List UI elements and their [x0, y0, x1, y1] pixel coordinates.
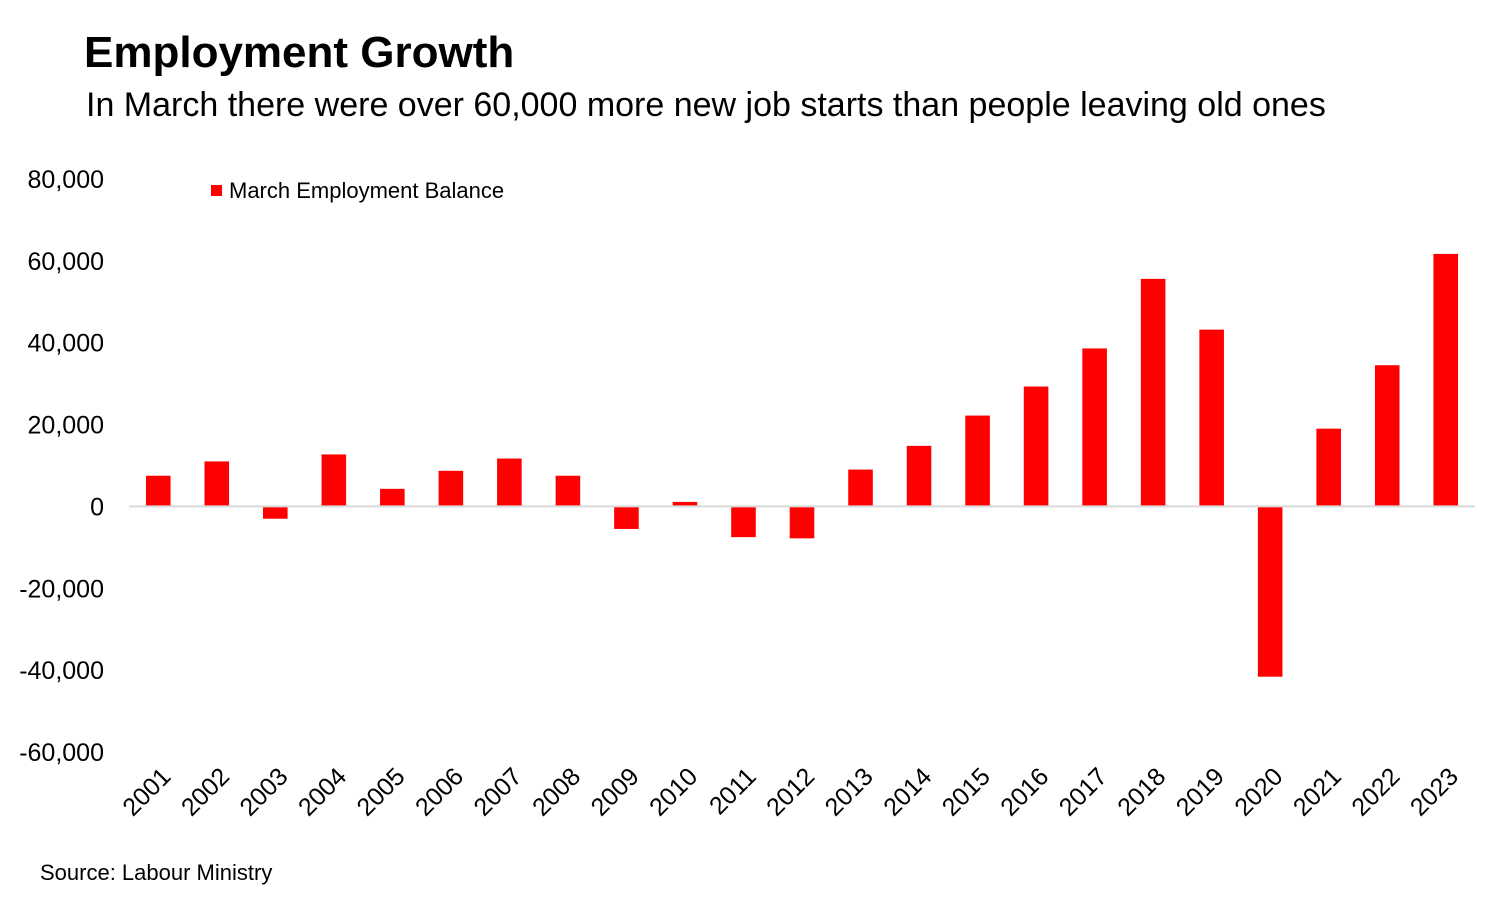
- x-axis-tick-labels: 2001 2002 2003 2004 2005 2006 2007 2008 2009 2010…: [117, 762, 1464, 821]
- x-tick-label: 2010: [644, 762, 703, 821]
- x-tick-label: 2008: [527, 762, 586, 821]
- x-tick-label: 2009: [586, 762, 645, 821]
- x-tick-label: 2017: [1054, 762, 1113, 821]
- x-tick-label: 2013: [820, 762, 879, 821]
- legend: March Employment Balance: [211, 178, 504, 203]
- y-tick-label: -60,000: [19, 739, 104, 767]
- x-tick-label: 2014: [878, 762, 937, 821]
- legend-swatch: [211, 185, 222, 196]
- bar-series: [145, 253, 1459, 677]
- y-tick-label: 0: [90, 493, 104, 521]
- bar-2014: [906, 445, 932, 507]
- x-tick-label: 2021: [1288, 762, 1347, 821]
- bar-2005: [380, 488, 405, 507]
- x-tick-label: 2023: [1405, 762, 1464, 821]
- bar-2023: [1433, 253, 1459, 507]
- x-tick-label: 2011: [704, 762, 762, 820]
- x-tick-label: 2005: [351, 762, 410, 821]
- chart-title: Employment Growth: [84, 28, 515, 77]
- x-tick-label: 2004: [293, 762, 352, 821]
- chart-subtitle: In March there were over 60,000 more new…: [86, 86, 1326, 124]
- bar-2010: [672, 501, 698, 507]
- x-tick-label: 2018: [1112, 762, 1171, 821]
- bar-2011: [731, 506, 756, 538]
- bar-2009: [614, 506, 639, 529]
- x-tick-label: 2020: [1229, 762, 1288, 821]
- y-tick-label: 40,000: [28, 330, 104, 358]
- bar-2018: [1140, 278, 1166, 507]
- bar-2019: [1199, 329, 1224, 507]
- bar-2016: [1023, 386, 1049, 507]
- y-axis-tick-labels: 80,000 60,000 40,000 20,000 0 -20,000 -40,000 -…: [19, 166, 104, 767]
- x-tick-label: 2002: [176, 762, 235, 821]
- bar-2012: [789, 506, 815, 539]
- x-tick-label: 2015: [937, 762, 996, 821]
- x-tick-label: 2001: [117, 762, 176, 821]
- x-tick-label: 2003: [234, 762, 293, 821]
- bar-2015: [965, 415, 990, 507]
- bar-2008: [555, 475, 581, 507]
- bar-2006: [438, 470, 464, 507]
- bar-2002: [204, 461, 230, 507]
- x-tick-label: 2012: [761, 762, 820, 821]
- bar-2013: [848, 469, 873, 507]
- bar-2001: [145, 475, 171, 507]
- y-tick-label: -40,000: [19, 657, 104, 685]
- x-tick-label: 2019: [1171, 762, 1230, 821]
- y-tick-label: 20,000: [28, 412, 104, 440]
- bar-2003: [263, 506, 288, 519]
- y-tick-label: -20,000: [19, 575, 104, 603]
- bar-2004: [321, 454, 347, 507]
- x-tick-label: 2007: [469, 762, 528, 821]
- bar-2022: [1374, 365, 1400, 507]
- bar-2017: [1082, 348, 1107, 507]
- bar-2007: [497, 458, 522, 507]
- y-tick-label: 60,000: [28, 248, 104, 276]
- y-tick-label: 80,000: [28, 166, 104, 194]
- source-note: Source: Labour Ministry: [40, 860, 273, 885]
- x-tick-label: 2016: [995, 762, 1054, 821]
- x-tick-label: 2022: [1346, 762, 1405, 821]
- legend-label: March Employment Balance: [229, 178, 504, 203]
- x-tick-label: 2006: [410, 762, 469, 821]
- bar-2021: [1316, 428, 1341, 507]
- bar-2020: [1257, 506, 1283, 677]
